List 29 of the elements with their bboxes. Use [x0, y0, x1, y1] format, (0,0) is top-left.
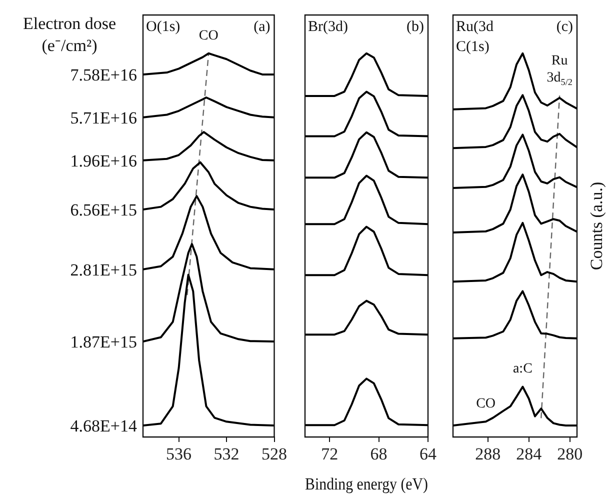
x-tick-label: 288: [475, 444, 501, 464]
y-axis-title: Counts (a.u.): [587, 182, 606, 270]
text: Br(3d): [308, 19, 348, 35]
x-tick-label: 280: [557, 444, 583, 464]
annotation: CO: [476, 396, 496, 412]
series-label: 1.87E+15: [70, 332, 138, 352]
series-label: 4.68E+14: [70, 416, 138, 436]
series-label: 7.58E+16: [70, 65, 138, 84]
text: O(1s): [146, 19, 180, 35]
x-tick-label: 536: [166, 444, 192, 464]
x-tick-label: 532: [214, 444, 240, 464]
series-label: 1.96E+16: [70, 151, 138, 170]
text: (b): [406, 19, 424, 35]
annotation: a:C: [512, 362, 532, 377]
series-label: 5.71E+16: [70, 108, 138, 128]
x-tick-label: 68: [370, 444, 388, 464]
series-label: 2.81E+15: [70, 260, 138, 280]
x-axis-title: Binding energy (eV): [305, 475, 428, 494]
annotation: CO: [198, 28, 218, 44]
text: (c): [556, 19, 574, 35]
x-tick-label: 72: [321, 444, 338, 464]
text: (a): [254, 19, 270, 35]
x-tick-label: 64: [420, 444, 437, 464]
x-tick-label: 284: [516, 444, 542, 464]
text: Ru(3d: [456, 19, 494, 35]
x-tick-label: 528: [262, 444, 287, 464]
legend-title: Electron dose (e⁻/cm²): [23, 14, 116, 55]
series-label: 6.56E+15: [70, 200, 138, 220]
annotation: C(1s): [456, 39, 490, 55]
